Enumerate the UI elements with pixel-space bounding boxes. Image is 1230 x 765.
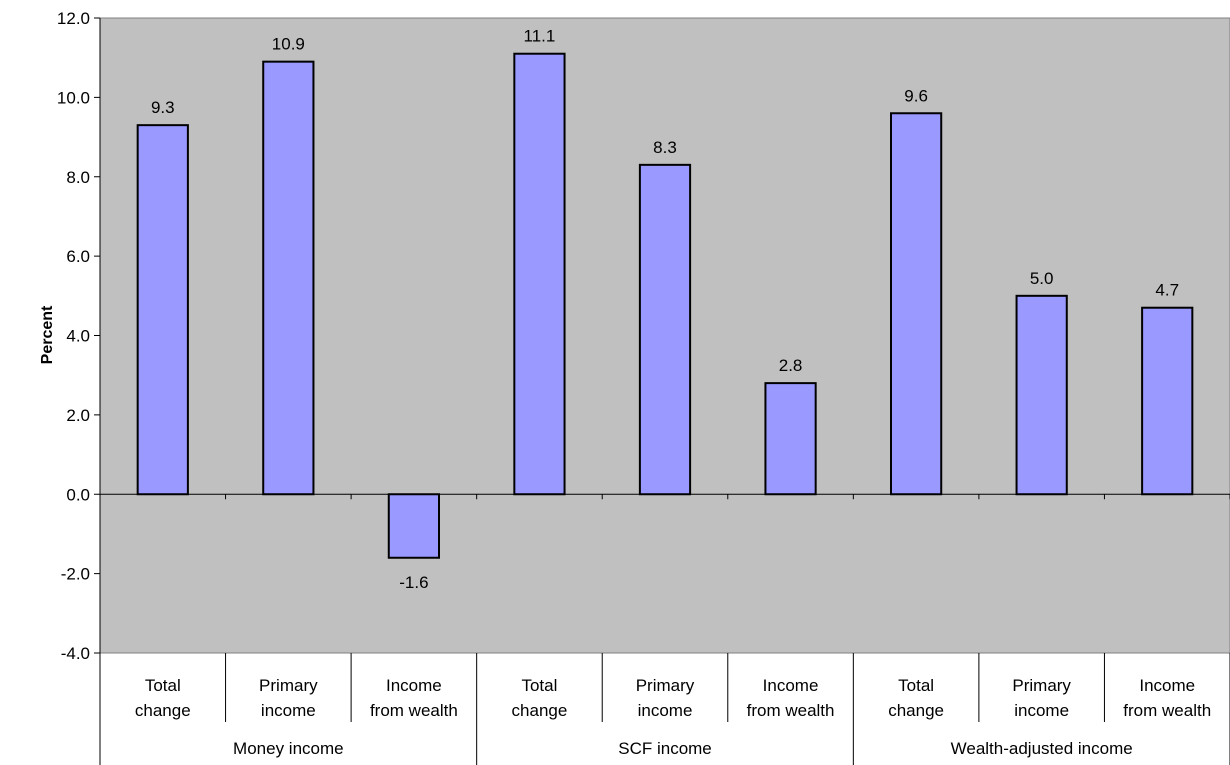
data-label: 10.9: [272, 35, 305, 54]
bar: [1015, 294, 1068, 496]
bar: [764, 382, 817, 496]
y-tick-label: 0.0: [66, 485, 90, 504]
group-label: SCF income: [618, 739, 712, 758]
category-label: Primary: [259, 676, 318, 695]
y-tick-label: 12.0: [57, 9, 90, 28]
bar: [262, 60, 315, 496]
bar: [638, 163, 692, 496]
data-label: 9.3: [151, 98, 175, 117]
data-label: 2.8: [779, 356, 803, 375]
data-label: 8.3: [653, 138, 677, 157]
y-tick-label: 4.0: [66, 327, 90, 346]
group-label: Money income: [233, 739, 344, 758]
group-label: Wealth-adjusted income: [951, 739, 1133, 758]
category-label: Primary: [636, 676, 695, 695]
y-tick-label: 2.0: [66, 406, 90, 425]
y-axis-title: Percent: [39, 305, 56, 364]
category-label: Total: [521, 676, 557, 695]
category-label: Total: [145, 676, 181, 695]
bar: [1141, 306, 1194, 496]
bar: [387, 493, 440, 559]
category-label: Total: [898, 676, 934, 695]
data-label: 11.1: [524, 27, 556, 46]
category-label: income: [638, 701, 693, 720]
bar: [890, 112, 943, 496]
category-label: from wealth: [1123, 701, 1211, 720]
category-label: change: [512, 701, 568, 720]
y-tick-label: -2.0: [61, 565, 90, 584]
data-label: 4.7: [1155, 281, 1179, 300]
category-label: Income: [386, 676, 442, 695]
bar: [513, 52, 566, 496]
category-label: income: [261, 701, 316, 720]
data-label: -1.6: [399, 573, 428, 592]
category-label: change: [135, 701, 191, 720]
y-tick-label: 10.0: [57, 88, 90, 107]
category-label: Primary: [1012, 676, 1071, 695]
data-label: 5.0: [1030, 269, 1054, 288]
category-label: change: [888, 701, 944, 720]
y-tick-label: -4.0: [61, 644, 90, 663]
category-label: income: [1014, 701, 1069, 720]
category-label: Income: [1139, 676, 1195, 695]
bar: [136, 124, 189, 496]
category-label: from wealth: [370, 701, 458, 720]
category-label: Income: [763, 676, 819, 695]
data-label: 9.6: [904, 86, 928, 105]
y-tick-label: 6.0: [66, 247, 90, 266]
category-label: from wealth: [747, 701, 835, 720]
y-tick-label: 8.0: [66, 168, 90, 187]
